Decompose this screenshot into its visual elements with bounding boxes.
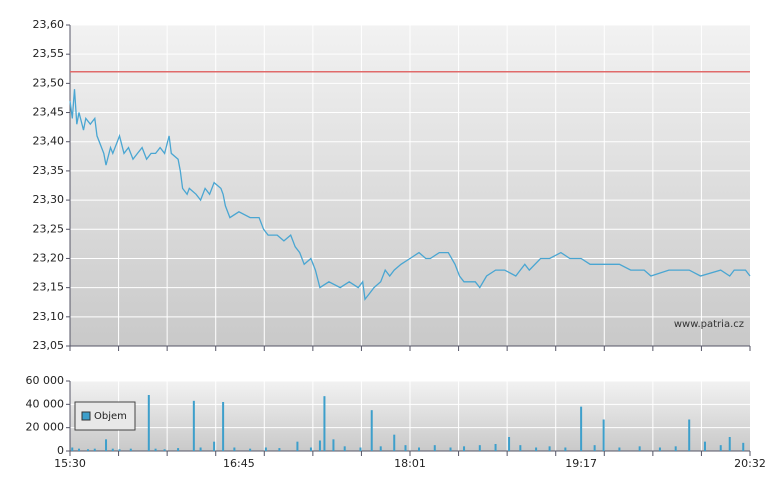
volume-bar: [93, 448, 96, 451]
y-tick-label: 60 000: [26, 374, 65, 387]
volume-bar: [296, 441, 299, 451]
volume-bar: [213, 441, 216, 451]
volume-bar: [418, 447, 421, 451]
volume-bar: [105, 439, 108, 451]
volume-bar: [478, 445, 481, 451]
volume-bar: [618, 447, 621, 451]
volume-bar: [71, 447, 74, 451]
volume-bar: [593, 445, 596, 451]
y-tick-label: 23,55: [33, 47, 65, 60]
y-tick-label: 23,30: [33, 193, 65, 206]
volume-bar: [264, 447, 267, 451]
volume-bar: [249, 448, 252, 451]
volume-bar: [343, 446, 346, 451]
volume-bar: [309, 447, 312, 451]
volume-bar: [370, 410, 373, 451]
legend-swatch: [81, 411, 91, 421]
volume-bar: [87, 449, 90, 451]
volume-bar: [393, 434, 396, 451]
volume-bar: [233, 447, 236, 451]
y-tick-label: 40 000: [26, 397, 65, 410]
volume-bar: [278, 448, 281, 451]
y-tick-label: 23,50: [33, 76, 65, 89]
volume-bar: [658, 447, 661, 451]
x-tick-label: 20:32: [734, 457, 766, 470]
volume-bar: [535, 447, 538, 451]
volume-bar: [192, 400, 195, 451]
volume-bar: [728, 437, 731, 451]
y-tick-label: 23,40: [33, 135, 65, 148]
volume-bar: [703, 441, 706, 451]
price-line: [69, 89, 751, 301]
watermark: www.patria.cz: [674, 319, 744, 330]
volume-bar: [494, 444, 497, 451]
x-tick-label: 15:30: [54, 457, 86, 470]
x-tick-label: 19:17: [565, 457, 597, 470]
volume-bar: [674, 446, 677, 451]
volume-bar: [463, 446, 466, 451]
volume-bar: [602, 419, 605, 451]
volume-bar: [359, 447, 362, 451]
volume-bar: [332, 439, 335, 451]
volume-bar: [564, 447, 567, 451]
volume-bar: [323, 396, 326, 451]
volume-bar: [688, 419, 691, 451]
volume-bar: [318, 440, 321, 451]
y-tick-label: 23,35: [33, 164, 65, 177]
y-tick-label: 23,45: [33, 106, 65, 119]
volume-bar: [433, 445, 436, 451]
volume-bar: [78, 448, 81, 451]
legend-label: Objem: [94, 411, 127, 422]
volume-bar: [580, 406, 583, 451]
x-tick-label: 18:01: [394, 457, 426, 470]
y-tick-label: 23,60: [33, 18, 65, 31]
volume-bar: [404, 445, 407, 451]
volume-bar: [222, 402, 225, 451]
y-tick-label: 23,25: [33, 222, 65, 235]
volume-bar: [379, 446, 382, 451]
x-tick-label: 16:45: [223, 457, 255, 470]
volume-bar: [742, 442, 745, 451]
volume-bar: [118, 449, 121, 451]
volume-bar: [519, 445, 522, 451]
volume-bar: [548, 446, 551, 451]
legend: Objem: [74, 401, 136, 431]
volume-bar: [147, 395, 150, 451]
y-tick-label: 23,15: [33, 281, 65, 294]
volume-bar: [638, 446, 641, 451]
y-tick-label: 23,05: [33, 339, 65, 352]
y-tick-label: 23,20: [33, 251, 65, 264]
volume-bar: [163, 449, 166, 451]
y-tick-label: 23,10: [33, 310, 65, 323]
volume-bar: [449, 447, 452, 451]
volume-bar: [177, 448, 180, 451]
volume-bar: [199, 447, 202, 451]
y-tick-label: 0: [57, 444, 64, 457]
volume-bar: [154, 448, 157, 451]
volume-bar: [508, 437, 511, 451]
volume-bar: [719, 445, 722, 451]
y-tick-label: 20 000: [26, 421, 65, 434]
volume-bar: [111, 448, 114, 451]
volume-bar: [129, 448, 132, 451]
